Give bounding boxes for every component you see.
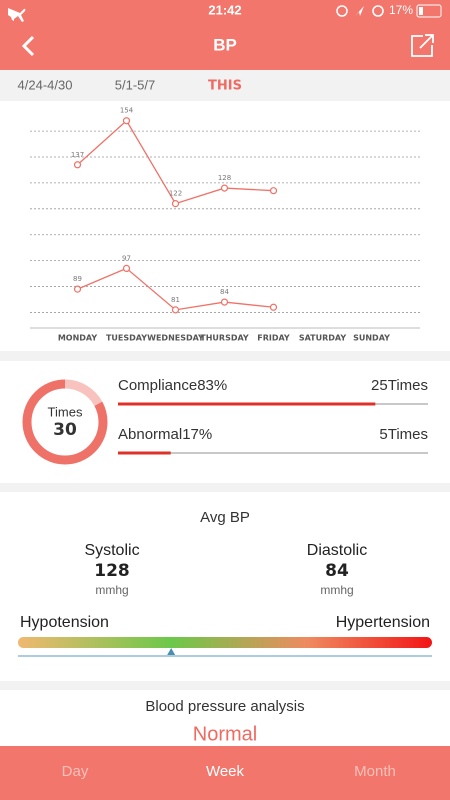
week-tab[interactable]: 4/24-4/30 xyxy=(18,77,73,92)
data-point xyxy=(269,187,278,195)
times-label: Times xyxy=(48,404,83,419)
alarm-icon xyxy=(372,5,384,17)
data-label: 84 xyxy=(220,288,229,296)
data-label: 122 xyxy=(169,190,182,198)
data-point xyxy=(122,117,131,125)
analysis-title: Blood pressure analysis xyxy=(145,698,304,715)
indicator-marker xyxy=(167,648,176,655)
abnormal-count: 5Times xyxy=(379,426,428,443)
data-point xyxy=(171,306,180,314)
diastolic-label: Diastolic xyxy=(307,542,367,559)
tabs-bg xyxy=(0,70,450,101)
data-label: 81 xyxy=(171,296,180,304)
analysis-result: Normal xyxy=(193,723,257,745)
compliance-count: 25Times xyxy=(371,377,428,394)
data-point xyxy=(220,298,229,306)
bar-fill xyxy=(118,402,376,406)
x-tick-label: THURSDAY xyxy=(200,334,249,343)
tab-day[interactable]: Day xyxy=(62,763,89,780)
data-point xyxy=(220,184,229,192)
compliance-label: Compliance83% xyxy=(118,377,227,394)
week-tab[interactable]: 5/1-5/7 xyxy=(115,77,155,92)
systolic-unit: mmhg xyxy=(95,583,128,597)
week-tab-active[interactable]: THIS xyxy=(208,79,242,94)
x-tick-label: SUNDAY xyxy=(353,334,390,343)
progress-bars xyxy=(118,402,428,455)
data-label: 97 xyxy=(122,254,131,262)
x-tick-label: WEDNESDAY xyxy=(147,334,204,343)
systolic-value: 128 xyxy=(94,561,130,581)
chart-card xyxy=(0,101,450,351)
data-label: 89 xyxy=(73,275,82,283)
data-point xyxy=(122,264,131,273)
data-point xyxy=(73,285,82,293)
bar-fill xyxy=(118,451,171,455)
data-label: 154 xyxy=(120,107,134,115)
abnormal-label: Abnormal17% xyxy=(118,426,212,443)
battery-level xyxy=(419,7,423,15)
data-point xyxy=(269,303,278,311)
status-time: 21:42 xyxy=(208,2,241,17)
high-label: Hypertension xyxy=(336,614,430,631)
avg-title: Avg BP xyxy=(200,509,250,526)
avg-card xyxy=(0,492,450,681)
lock-icon xyxy=(336,5,348,17)
low-label: Hypotension xyxy=(20,614,109,631)
airplane-icon xyxy=(8,8,26,22)
share-box xyxy=(411,35,433,57)
nav-title: BP xyxy=(213,35,237,54)
indicator xyxy=(167,648,176,655)
data-label: 128 xyxy=(218,174,231,182)
battery-icon xyxy=(416,4,442,18)
data-point xyxy=(171,200,180,208)
x-tick-label: TUESDAY xyxy=(106,334,147,343)
bp-gradient-bar xyxy=(18,637,432,648)
header-bg xyxy=(0,0,450,70)
diastolic-value: 84 xyxy=(325,561,349,581)
share-arrow xyxy=(419,34,434,49)
systolic-label: Systolic xyxy=(84,542,139,559)
ring-compliance xyxy=(22,379,108,465)
tab-month[interactable]: Month xyxy=(354,763,396,780)
tab-week[interactable]: Week xyxy=(206,763,245,780)
data-point xyxy=(73,161,82,169)
x-tick-label: SATURDAY xyxy=(299,334,347,343)
diastolic-unit: mmhg xyxy=(320,583,353,597)
x-tick-label: MONDAY xyxy=(58,334,98,343)
share-button[interactable] xyxy=(411,34,434,57)
data-label: 137 xyxy=(71,151,84,159)
times-value: 30 xyxy=(53,420,77,440)
tabbar-bg xyxy=(0,746,450,800)
ring xyxy=(22,379,108,465)
bar-track xyxy=(118,452,428,454)
status-battery: 17% xyxy=(389,3,413,17)
back-button[interactable] xyxy=(21,35,35,57)
analysis-card xyxy=(0,690,450,746)
location-icon xyxy=(355,6,364,16)
x-tick-label: FRIDAY xyxy=(257,334,290,343)
